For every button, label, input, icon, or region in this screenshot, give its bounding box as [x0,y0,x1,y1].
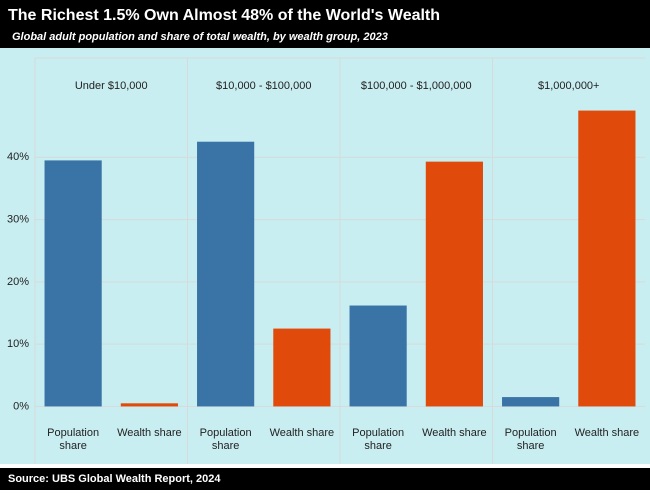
bar [44,160,102,407]
x-tick-label: Population share [47,427,100,452]
chart-title: The Richest 1.5% Own Almost 48% of the W… [8,7,440,24]
x-tick-label: Population share [504,427,557,452]
bar [349,305,407,407]
facet-label: $100,000 - $1,000,000 [361,80,472,92]
x-tick-label: Population share [352,427,405,452]
y-tick-label: 30% [7,213,29,225]
x-tick-label: Wealth share [422,427,487,439]
bar [425,161,483,407]
bar [578,110,636,407]
facet-label: $10,000 - $100,000 [216,80,311,92]
source: Source: UBS Global Wealth Report, 2024 [8,473,221,485]
x-tick-label: Wealth share [574,427,640,439]
chart-subtitle: Global adult population and share of tot… [12,31,388,43]
y-tick-label: 40% [7,151,29,163]
bar [502,397,560,407]
footer-bar [0,468,650,490]
x-tick-label: Population share [199,427,252,452]
header-bar [0,0,650,48]
bar [273,328,331,407]
facet-label: $1,000,000+ [538,80,599,92]
bar [197,141,255,407]
facet-label: Under $10,000 [75,80,148,92]
x-tick-label: Wealth share [117,427,182,439]
y-tick-label: 10% [7,338,29,350]
y-tick-label: 0% [13,400,29,412]
x-tick-label: Wealth share [269,427,335,439]
bar [120,403,178,407]
y-tick-label: 20% [7,276,29,288]
